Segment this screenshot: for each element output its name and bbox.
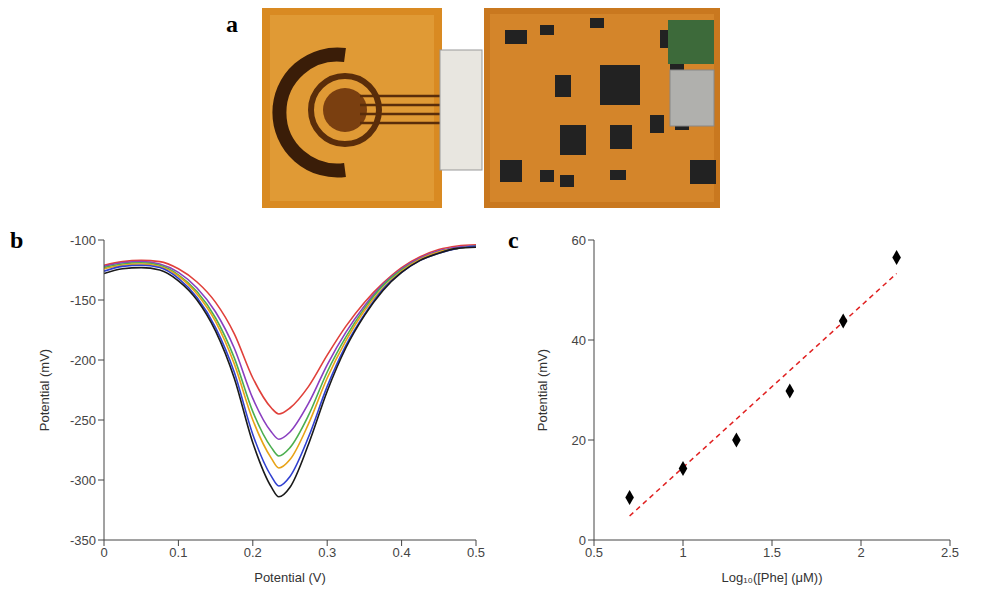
svg-text:40: 40 xyxy=(572,333,586,348)
svg-text:20: 20 xyxy=(572,433,586,448)
svg-text:0.2: 0.2 xyxy=(244,545,262,560)
svg-text:1.5: 1.5 xyxy=(763,545,781,560)
svg-text:0.5: 0.5 xyxy=(585,545,603,560)
svg-text:-250: -250 xyxy=(70,413,96,428)
svg-text:-300: -300 xyxy=(70,473,96,488)
html-text:a: a xyxy=(226,11,238,37)
svg-text:-150: -150 xyxy=(70,293,96,308)
svg-text:0: 0 xyxy=(100,545,107,560)
html-text:b: b xyxy=(10,227,24,253)
svg-text:0.1: 0.1 xyxy=(169,545,187,560)
svg-text:60: 60 xyxy=(572,233,586,248)
svg-text:2: 2 xyxy=(857,545,864,560)
svg-text:Potential (V): Potential (V) xyxy=(254,570,326,585)
svg-text:Potential (mV): Potential (mV) xyxy=(535,349,550,431)
svg-text:0.5: 0.5 xyxy=(467,545,485,560)
svg-text:-100: -100 xyxy=(70,233,96,248)
svg-text:Log₁₀([Phe] (μM)): Log₁₀([Phe] (μM)) xyxy=(721,570,822,585)
svg-text:Potential (mV): Potential (mV) xyxy=(37,349,52,431)
svg-text:-200: -200 xyxy=(70,353,96,368)
svg-text:0: 0 xyxy=(579,533,586,548)
html-text:c: c xyxy=(508,227,519,253)
svg-text:2.5: 2.5 xyxy=(941,545,959,560)
svg-text:0.4: 0.4 xyxy=(393,545,411,560)
svg-text:1: 1 xyxy=(679,545,686,560)
svg-text:-350: -350 xyxy=(70,533,96,548)
svg-text:0.3: 0.3 xyxy=(318,545,336,560)
